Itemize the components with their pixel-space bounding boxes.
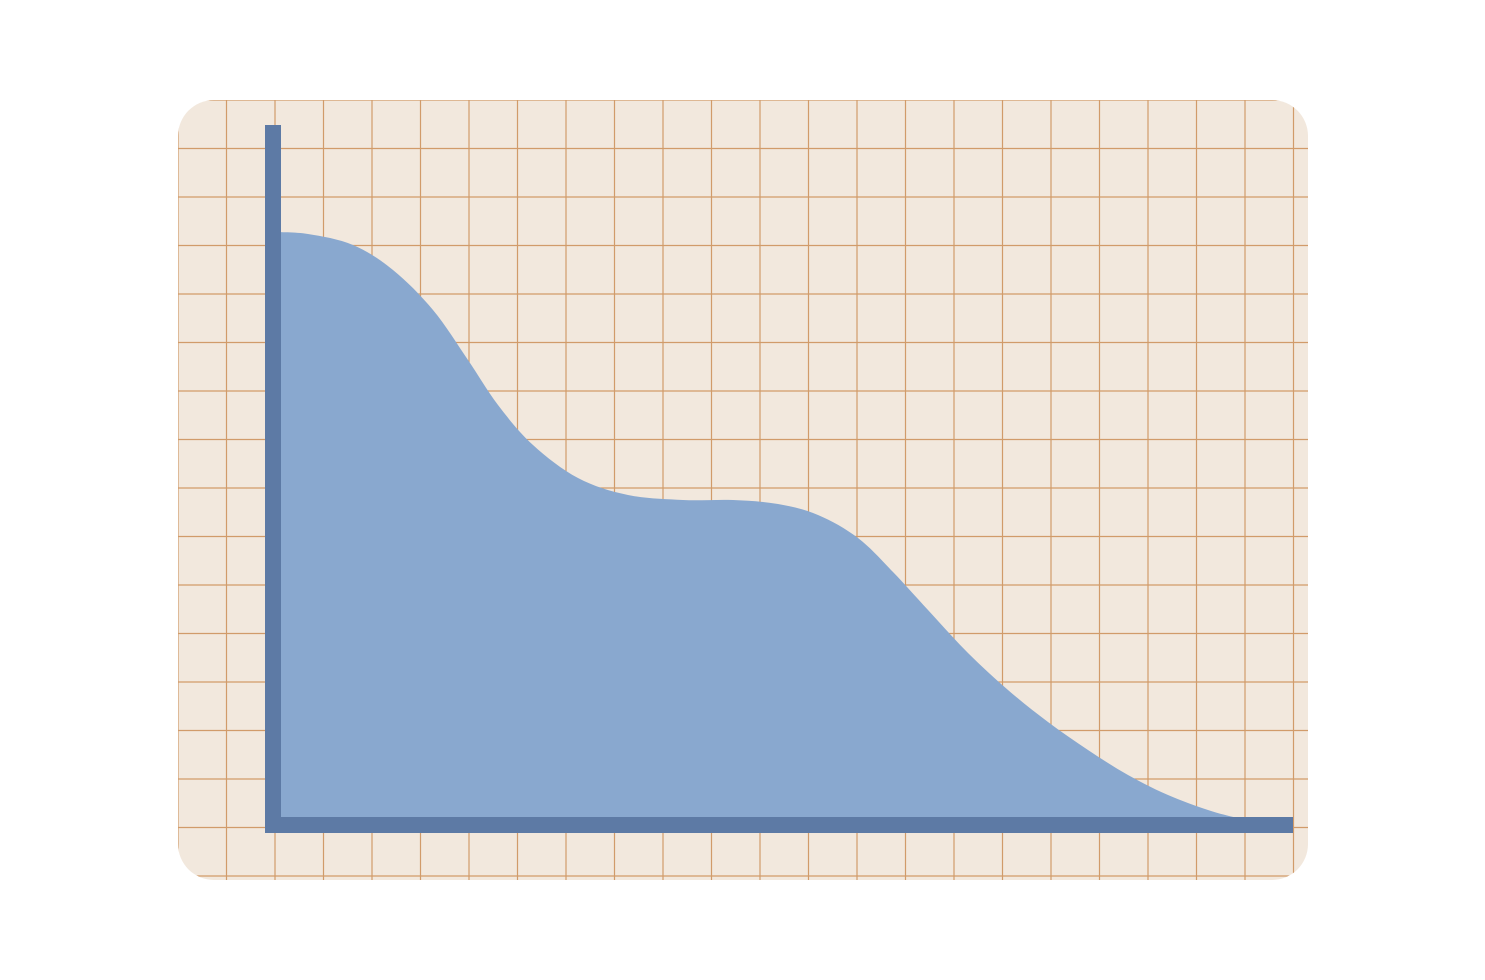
chart-area-fill [273,232,1283,825]
x-axis [265,817,1293,833]
chart-card [178,100,1308,880]
y-axis [265,125,281,833]
area-chart-svg [178,100,1308,880]
